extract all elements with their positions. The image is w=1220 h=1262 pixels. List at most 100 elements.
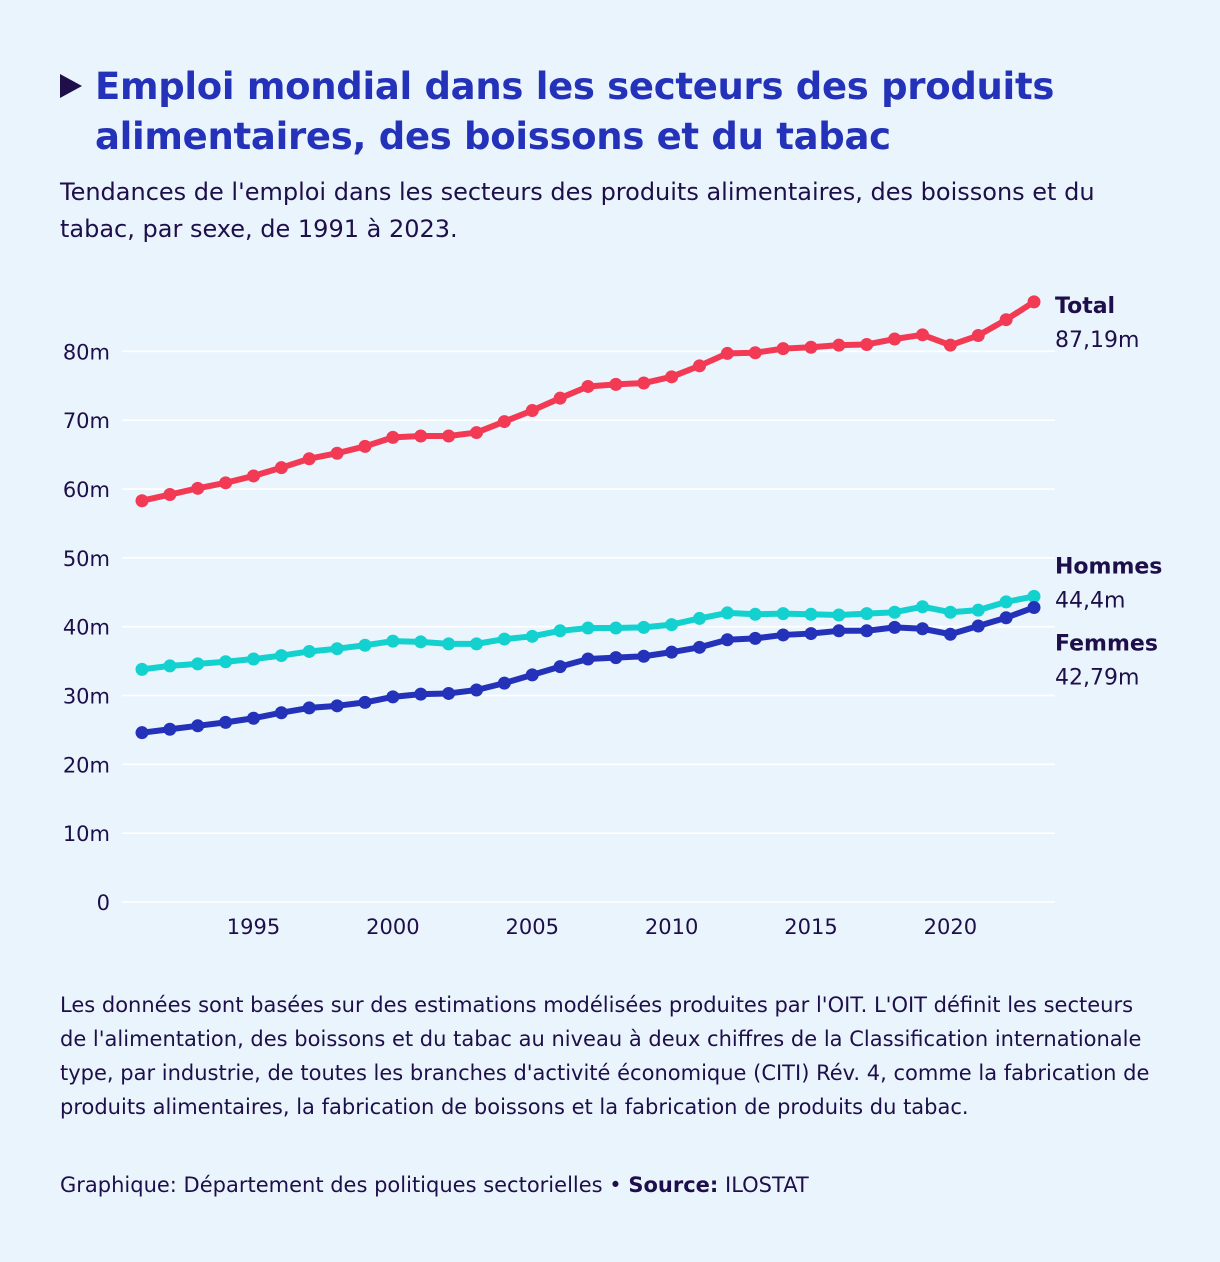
data-point-total <box>525 404 539 418</box>
data-point-hommes <box>971 603 985 617</box>
data-point-total <box>665 370 679 384</box>
end-labels: Total 87,19m Hommes 44,4m Femmes 42,79m <box>1055 294 1162 691</box>
data-point-total <box>999 313 1013 327</box>
series-total <box>135 295 1041 508</box>
data-point-femmes <box>804 627 818 641</box>
data-point-total <box>163 488 177 502</box>
credit-prefix: Graphique: Département des politiques se… <box>60 1173 622 1197</box>
data-point-hommes <box>497 632 511 646</box>
data-point-femmes <box>776 628 790 642</box>
data-point-hommes <box>274 649 288 663</box>
data-point-hommes <box>442 637 456 651</box>
data-point-total <box>609 377 623 391</box>
data-point-femmes <box>525 668 539 682</box>
data-point-femmes <box>274 706 288 720</box>
data-point-femmes <box>999 611 1013 625</box>
data-point-femmes <box>860 624 874 638</box>
data-point-total <box>330 446 344 460</box>
data-point-femmes <box>553 660 567 674</box>
data-point-femmes <box>609 651 623 665</box>
series-value-label-hommes: 44,4m <box>1055 588 1125 613</box>
data-point-total <box>832 338 846 352</box>
data-point-femmes <box>135 726 149 740</box>
data-point-hommes <box>609 621 623 635</box>
data-point-total <box>442 429 456 443</box>
data-point-hommes <box>999 595 1013 609</box>
data-point-total <box>693 359 706 373</box>
data-point-femmes <box>748 631 762 645</box>
data-point-femmes <box>665 645 679 659</box>
data-point-total <box>748 346 762 360</box>
data-point-femmes <box>219 715 233 729</box>
data-point-total <box>1027 295 1041 309</box>
data-point-hommes <box>916 600 929 614</box>
data-point-hommes <box>720 606 734 620</box>
data-point-total <box>358 439 372 453</box>
y-tick-label: 40m <box>63 616 110 640</box>
data-point-femmes <box>191 719 205 733</box>
series-hommes <box>135 589 1041 676</box>
y-tick-label: 60m <box>63 478 110 502</box>
data-point-hommes <box>943 605 957 619</box>
data-point-total <box>943 338 957 352</box>
data-point-hommes <box>386 634 400 648</box>
data-point-hommes <box>637 620 651 634</box>
data-point-hommes <box>860 607 874 621</box>
data-point-femmes <box>943 627 957 641</box>
x-tick-label: 2020 <box>924 915 977 939</box>
series-name-label-femmes: Femmes <box>1055 631 1158 656</box>
series-femmes <box>135 600 1041 740</box>
data-point-femmes <box>693 640 706 654</box>
data-point-femmes <box>302 701 316 715</box>
triangle-marker-icon <box>60 74 82 98</box>
data-point-hommes <box>358 638 372 652</box>
y-tick-label: 10m <box>63 822 110 846</box>
data-point-femmes <box>470 683 483 697</box>
data-point-hommes <box>414 635 428 649</box>
data-point-total <box>274 461 288 475</box>
data-point-total <box>135 494 149 508</box>
x-tick-label: 2010 <box>645 915 698 939</box>
data-point-hommes <box>832 608 846 622</box>
x-tick-label: 1995 <box>227 915 280 939</box>
data-point-hommes <box>776 607 790 621</box>
data-point-total <box>247 469 260 483</box>
data-point-hommes <box>470 637 483 651</box>
x-tick-label: 2000 <box>366 915 419 939</box>
x-tick-label: 2015 <box>784 915 837 939</box>
data-point-total <box>888 332 902 346</box>
chart-subtitle: Tendances de l'emploi dans les secteurs … <box>60 178 1095 243</box>
data-point-hommes <box>163 659 177 673</box>
series-value-label-total: 87,19m <box>1055 328 1139 353</box>
data-point-hommes <box>302 644 316 658</box>
data-point-hommes <box>581 621 595 635</box>
data-point-total <box>804 340 818 354</box>
data-point-femmes <box>916 622 929 636</box>
data-point-femmes <box>888 620 902 634</box>
data-point-total <box>776 342 790 356</box>
data-point-femmes <box>637 649 651 663</box>
y-tick-label: 50m <box>63 547 110 571</box>
data-point-total <box>637 376 651 390</box>
data-point-femmes <box>832 624 846 638</box>
data-point-hommes <box>553 624 567 638</box>
title-block: Emploi mondial dans les secteurs des pro… <box>60 62 1160 162</box>
series-name-label-hommes: Hommes <box>1055 554 1162 579</box>
data-point-femmes <box>386 690 400 704</box>
data-point-hommes <box>888 605 902 619</box>
series-lines <box>135 295 1041 740</box>
data-point-hommes <box>247 652 260 666</box>
data-point-femmes <box>358 695 372 709</box>
data-point-total <box>971 329 985 343</box>
data-point-hommes <box>804 607 818 621</box>
data-point-total <box>581 379 595 393</box>
data-point-femmes <box>414 687 428 701</box>
x-tick-label: 2005 <box>506 915 559 939</box>
data-point-hommes <box>191 657 205 671</box>
data-point-femmes <box>163 722 177 736</box>
y-tick-label: 70m <box>63 409 110 433</box>
y-tick-label: 30m <box>63 685 110 709</box>
data-point-hommes <box>525 629 539 643</box>
data-point-total <box>497 415 511 429</box>
y-tick-label: 0 <box>97 891 110 915</box>
